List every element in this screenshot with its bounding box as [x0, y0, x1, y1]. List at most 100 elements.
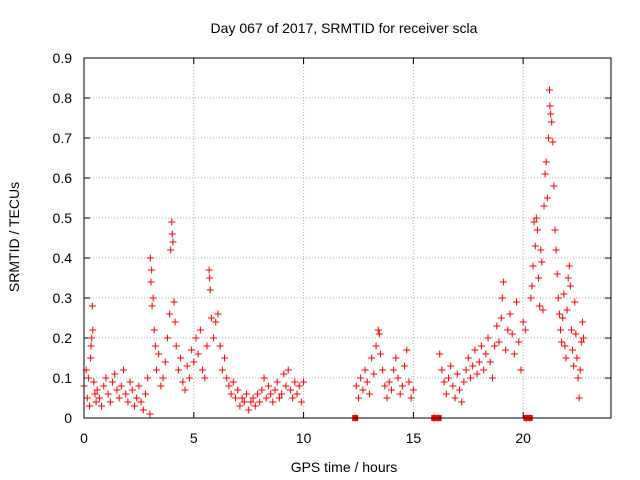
data-point	[553, 270, 561, 278]
data-point	[218, 366, 226, 374]
data-point	[445, 374, 453, 382]
data-point	[570, 362, 578, 370]
data-point	[177, 354, 185, 362]
data-point	[510, 350, 518, 358]
data-point	[258, 386, 266, 394]
data-point	[83, 394, 91, 402]
data-point	[539, 306, 547, 314]
data-point	[513, 298, 521, 306]
data-point	[405, 378, 413, 386]
data-point	[521, 326, 529, 334]
data-point	[104, 390, 112, 398]
data-point	[537, 246, 545, 254]
data-point	[251, 402, 259, 410]
data-point	[87, 354, 95, 362]
data-point	[201, 374, 209, 382]
data-point	[278, 390, 286, 398]
data-point	[131, 402, 139, 410]
data-point	[262, 394, 270, 402]
data-point	[206, 274, 214, 282]
data-point	[560, 290, 568, 298]
data-point	[541, 170, 549, 178]
data-point	[100, 382, 108, 390]
data-point	[538, 258, 546, 266]
data-point	[95, 394, 103, 402]
data-point	[372, 342, 380, 350]
data-point	[146, 410, 154, 418]
data-point	[546, 102, 554, 110]
x-tick-label: 10	[296, 430, 312, 446]
x-axis-label: GPS time / hours	[291, 459, 398, 475]
data-point	[89, 326, 97, 334]
data-point	[517, 366, 525, 374]
data-point	[297, 398, 305, 406]
data-point	[381, 382, 389, 390]
data-point	[484, 334, 492, 342]
data-point	[249, 394, 257, 402]
data-point	[194, 350, 202, 358]
y-tick-label: 0.5	[53, 210, 73, 226]
data-point	[451, 394, 459, 402]
data-point	[210, 334, 218, 342]
data-point	[398, 382, 406, 390]
data-point	[497, 314, 505, 322]
data-point	[370, 370, 378, 378]
data-point	[449, 382, 457, 390]
data-point	[247, 398, 255, 406]
data-point	[566, 282, 574, 290]
data-point	[149, 294, 157, 302]
data-point	[269, 398, 277, 406]
data-point	[196, 326, 204, 334]
data-point	[221, 354, 229, 362]
data-point	[106, 398, 114, 406]
data-point	[544, 134, 552, 142]
data-point	[379, 366, 387, 374]
data-point	[205, 266, 213, 274]
data-point	[477, 342, 485, 350]
y-tick-label: 0.2	[53, 330, 73, 346]
data-point	[528, 282, 536, 290]
data-point	[256, 398, 264, 406]
data-point	[253, 390, 261, 398]
data-point	[88, 334, 96, 342]
data-point	[504, 326, 512, 334]
data-point	[547, 110, 555, 118]
data-point	[93, 386, 101, 394]
data-point	[225, 382, 233, 390]
data-point	[117, 382, 125, 390]
data-point	[90, 378, 98, 386]
data-point	[374, 326, 382, 334]
data-point	[550, 182, 558, 190]
data-point	[394, 374, 402, 382]
data-point	[532, 214, 540, 222]
data-point	[192, 334, 200, 342]
data-point	[407, 394, 415, 402]
y-tick-label: 0.8	[53, 90, 73, 106]
data-point	[569, 346, 577, 354]
data-point	[466, 374, 474, 382]
data-point	[559, 314, 567, 322]
y-tick-label: 0.3	[53, 290, 73, 306]
grid-lines	[84, 58, 611, 418]
data-point	[486, 358, 494, 366]
data-point	[109, 378, 117, 386]
data-point	[141, 390, 149, 398]
data-point	[409, 386, 417, 394]
y-tick-label: 0.6	[53, 170, 73, 186]
data-point	[376, 350, 384, 358]
data-point	[168, 218, 176, 226]
data-point	[124, 398, 132, 406]
data-point	[111, 370, 119, 378]
data-point	[469, 362, 477, 370]
data-point	[436, 350, 444, 358]
data-point	[126, 378, 134, 386]
data-point	[556, 326, 564, 334]
data-point	[549, 138, 557, 146]
y-tick-label: 0.9	[53, 50, 73, 66]
data-point	[113, 386, 121, 394]
data-point	[554, 294, 562, 302]
data-point	[515, 338, 523, 346]
data-point	[401, 362, 409, 370]
data-point	[171, 318, 179, 326]
data-point	[128, 386, 136, 394]
